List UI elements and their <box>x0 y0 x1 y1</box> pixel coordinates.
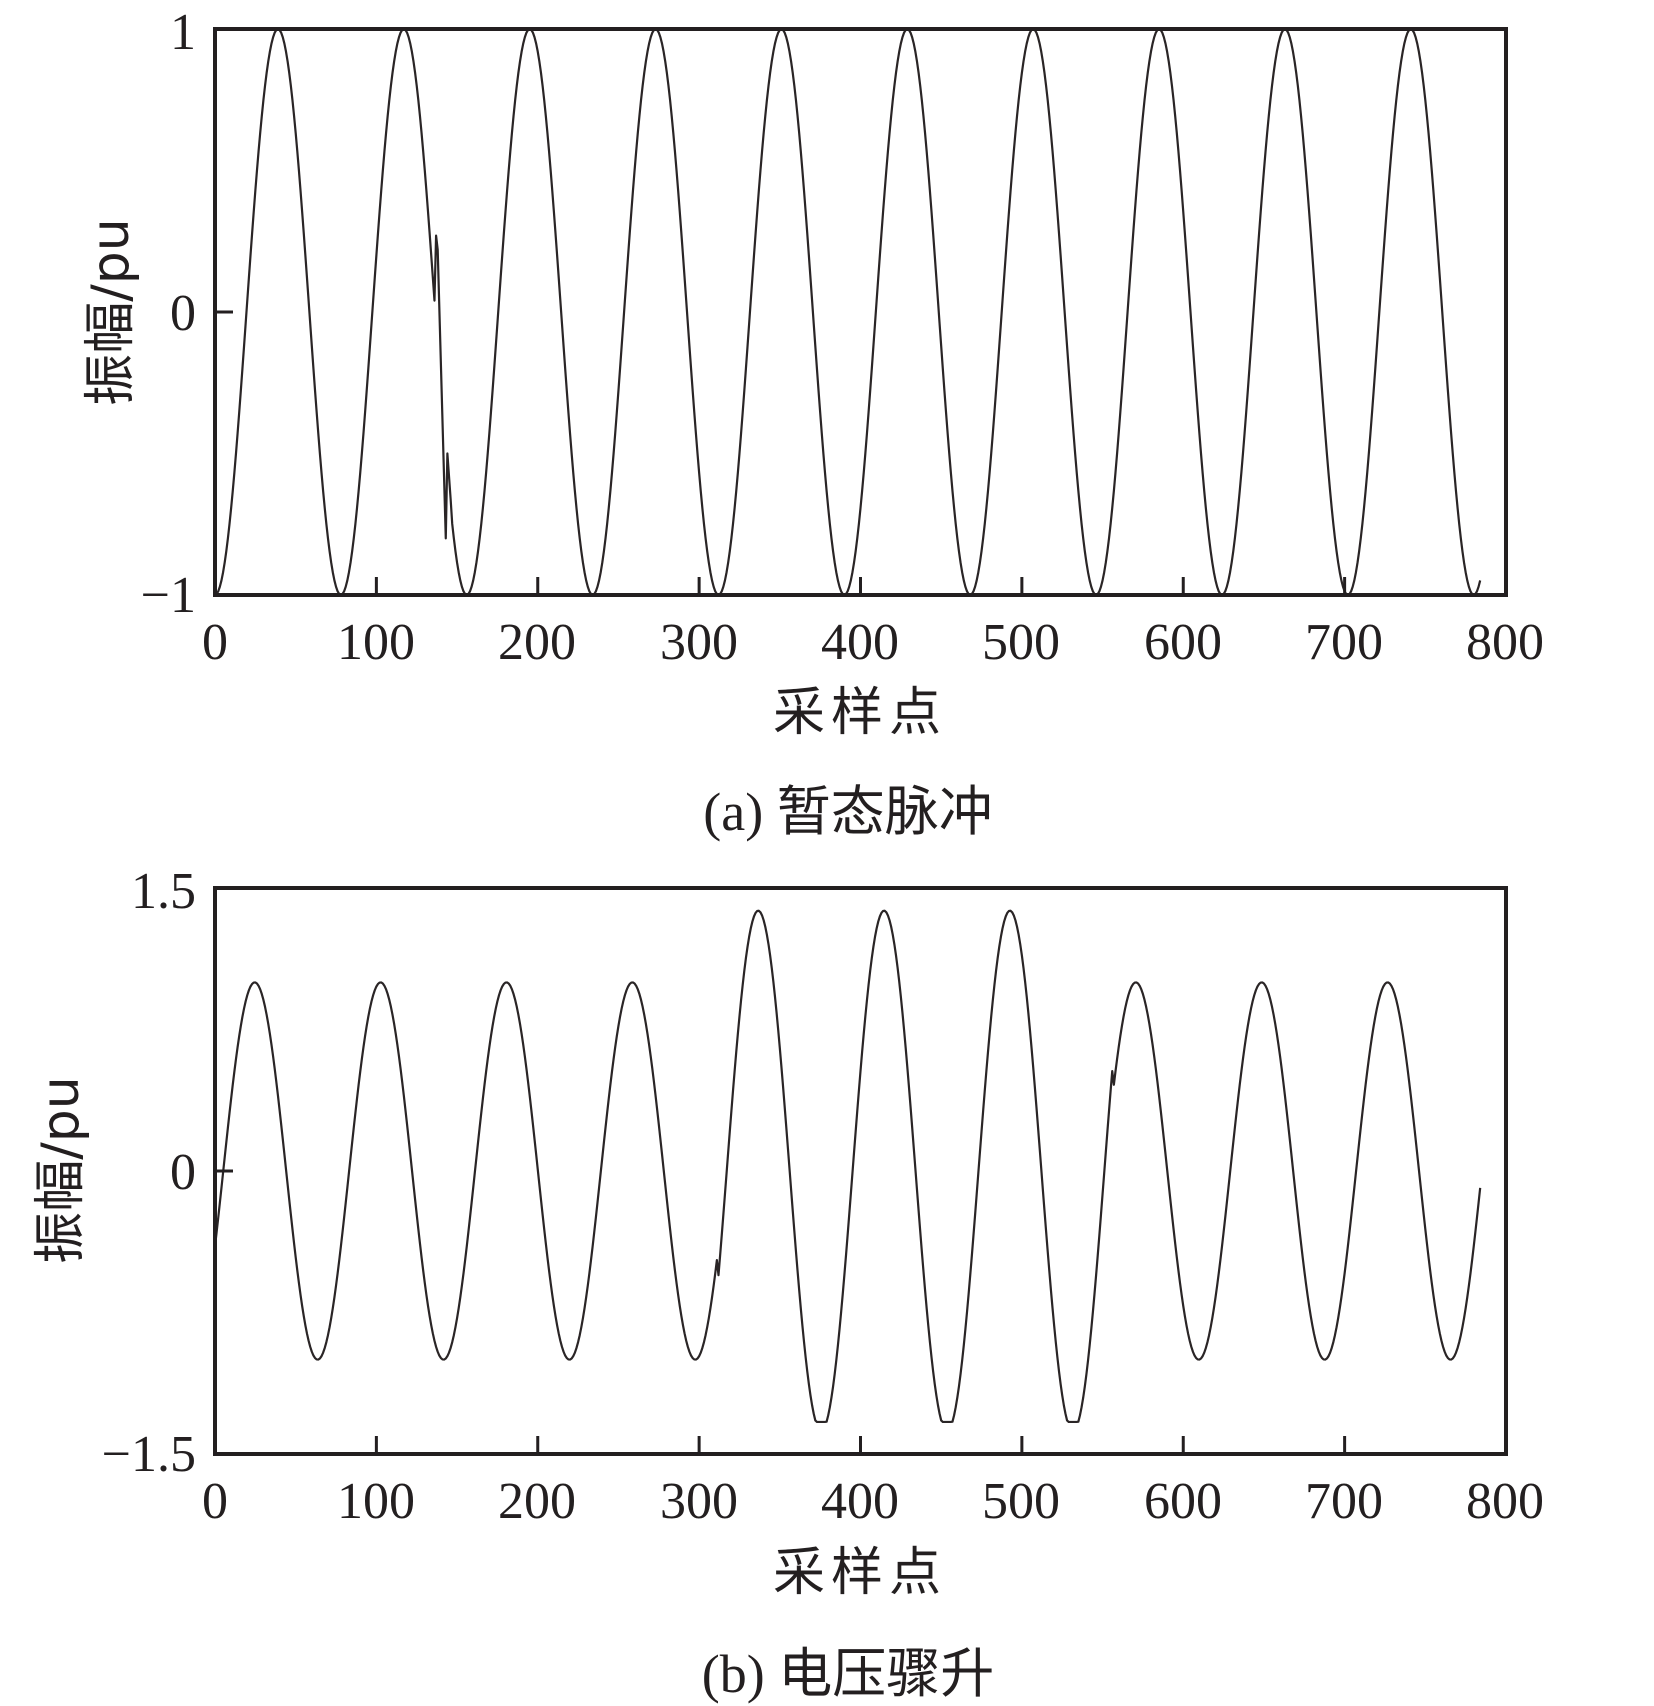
y-axis-title-b: 振幅/pu <box>31 1076 91 1264</box>
y-tick-label-b: 1.5 <box>131 863 196 920</box>
x-tick-label-a: 600 <box>1144 614 1222 671</box>
x-tick-label-b: 300 <box>660 1473 738 1530</box>
axis-ticks-a <box>213 27 1508 597</box>
x-tick-label-b: 500 <box>982 1473 1060 1530</box>
y-tick-label-a: 0 <box>170 285 196 342</box>
x-tick-label-a: 700 <box>1305 614 1383 671</box>
chart-panel-b: 1.5 0 −1.5 0 100 200 300 400 500 600 700… <box>31 863 1544 1704</box>
axis-ticks-b <box>213 886 1508 1456</box>
x-tick-label-b: 600 <box>1144 1473 1222 1530</box>
chart-panel-a: 1 0 −1 0 100 200 300 400 500 600 700 800… <box>81 4 1544 842</box>
x-axis-title-a: 采样点 <box>773 683 947 743</box>
x-tick-label-a: 0 <box>202 614 228 671</box>
x-tick-label-b: 0 <box>202 1473 228 1530</box>
x-tick-label-b: 800 <box>1466 1473 1544 1530</box>
x-tick-label-a: 300 <box>660 614 738 671</box>
plot-area-b <box>213 909 1482 1424</box>
series-line <box>214 27 1482 597</box>
x-tick-label-b: 400 <box>821 1473 899 1530</box>
x-tick-label-a: 400 <box>821 614 899 671</box>
x-tick-label-a: 800 <box>1466 614 1544 671</box>
caption-a: (a) 暂态脉冲 <box>703 782 992 842</box>
y-tick-label-b: 0 <box>170 1144 196 1201</box>
x-tick-label-b: 100 <box>337 1473 415 1530</box>
y-axis-title-a: 振幅/pu <box>81 218 141 406</box>
x-tick-label-b: 700 <box>1305 1473 1383 1530</box>
x-tick-label-a: 200 <box>498 614 576 671</box>
x-tick-label-a: 500 <box>982 614 1060 671</box>
plot-frame-b <box>213 886 1508 1456</box>
x-tick-label-b: 200 <box>498 1473 576 1530</box>
y-tick-label-a: −1 <box>141 567 196 624</box>
plot-area-a <box>214 27 1482 597</box>
y-tick-label-b: −1.5 <box>102 1426 196 1483</box>
caption-b: (b) 电压骤升 <box>702 1644 994 1704</box>
y-tick-label-a: 1 <box>170 4 196 61</box>
series-line <box>213 909 1482 1424</box>
x-tick-label-a: 100 <box>337 614 415 671</box>
x-axis-title-b: 采样点 <box>773 1543 947 1603</box>
